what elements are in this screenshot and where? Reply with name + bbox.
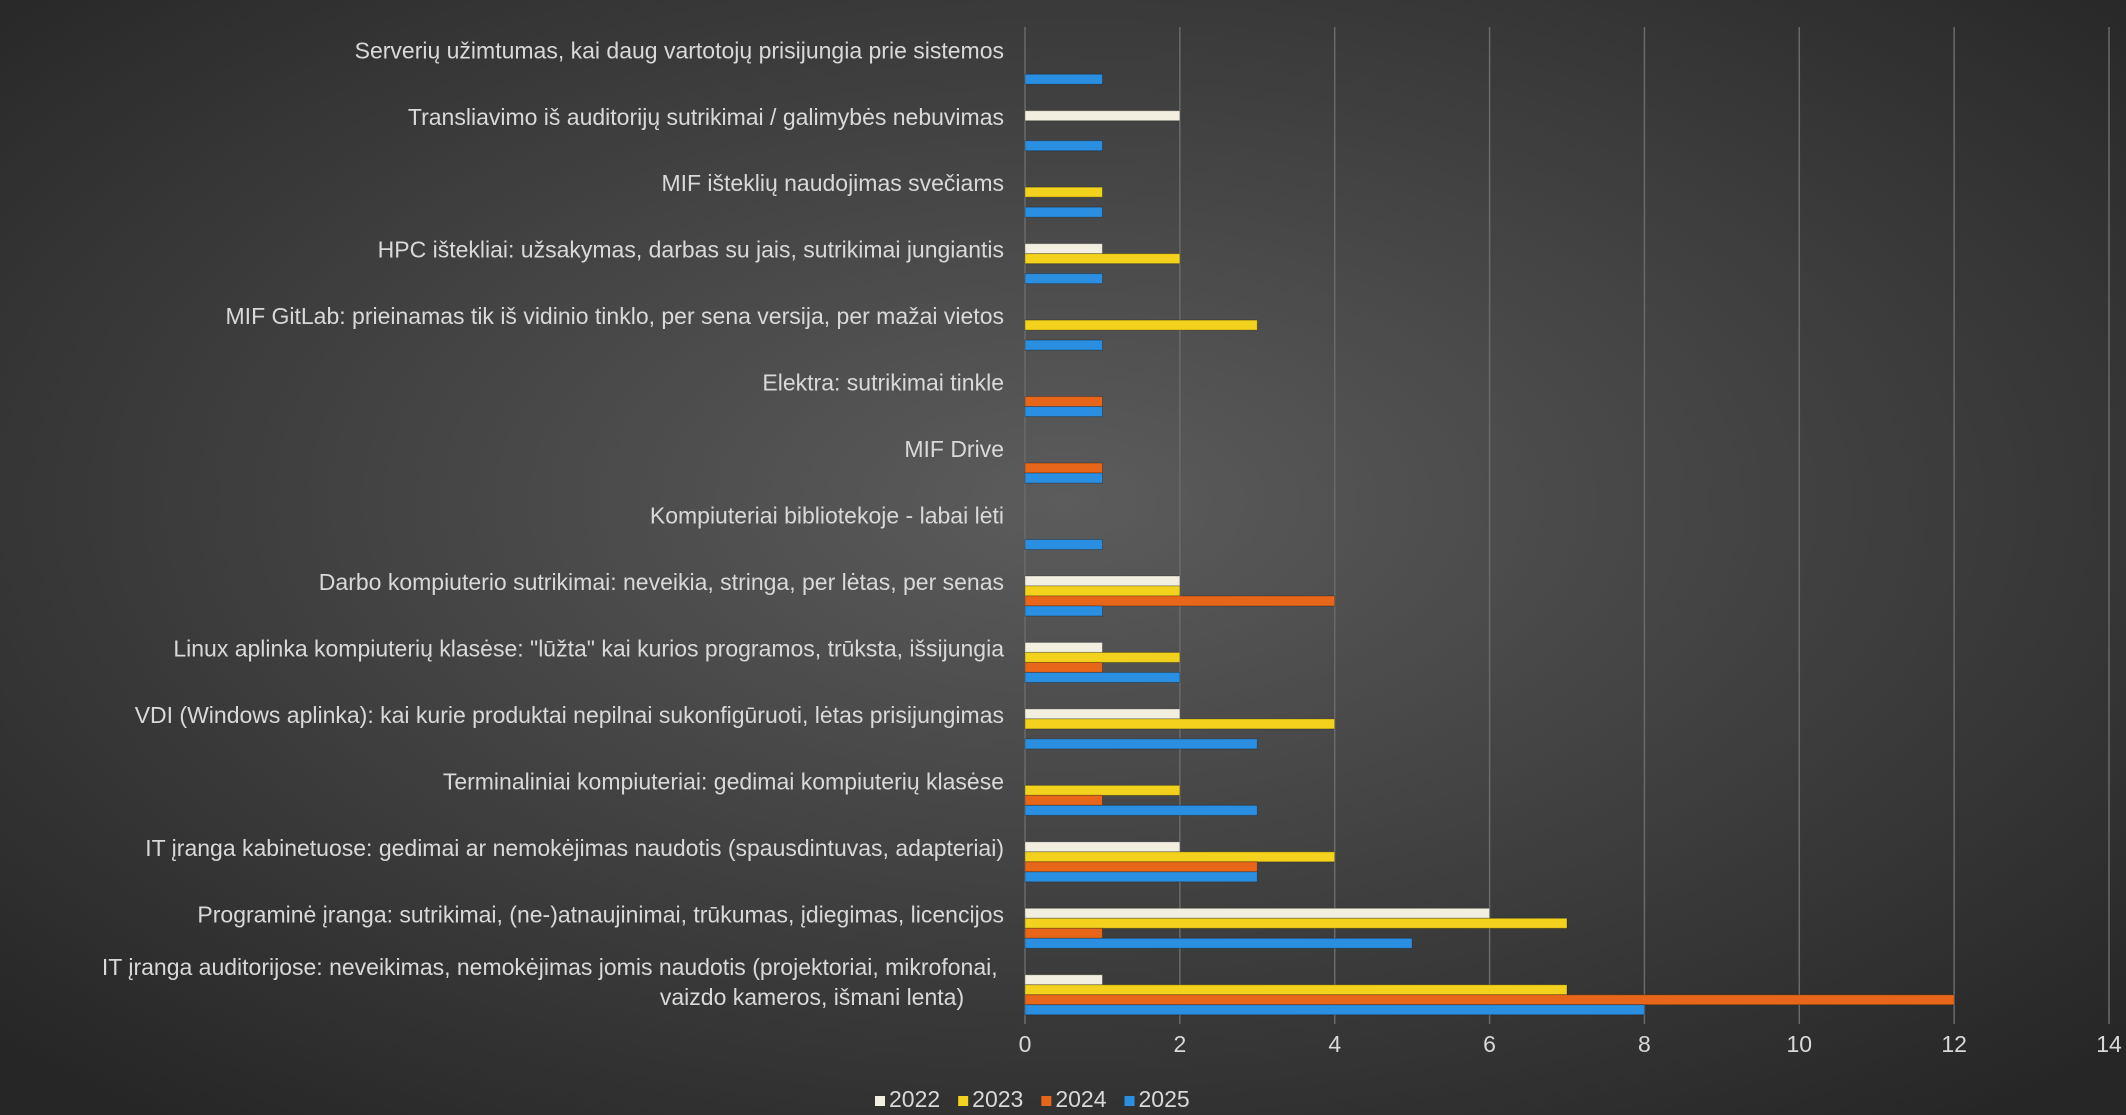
- bar: [1024, 539, 1103, 550]
- bar: [1024, 718, 1336, 730]
- bar: [1024, 396, 1103, 408]
- bar: [1024, 851, 1336, 863]
- bar: [1024, 585, 1181, 597]
- bar: [1024, 472, 1103, 484]
- bar: [1024, 651, 1181, 663]
- y-tick-label: Serverių užimtumas, kai daug vartotojų p…: [355, 37, 1004, 63]
- bar: [1024, 917, 1568, 929]
- bar: [1024, 140, 1103, 152]
- y-tick-label: Terminaliniai kompiuteriai: gedimai komp…: [443, 768, 1004, 794]
- legend-label: 2025: [1139, 1086, 1190, 1112]
- bar: [1024, 671, 1181, 683]
- x-tick-label: 6: [1483, 1031, 1496, 1057]
- x-tick-label: 0: [1019, 1031, 1032, 1057]
- bar: [1024, 406, 1103, 418]
- bar: [1024, 784, 1181, 796]
- x-tick-label: 2: [1173, 1031, 1186, 1057]
- bar: [1024, 841, 1181, 853]
- y-tick-label: HPC ištekliai: užsakymas, darbas su jais…: [378, 237, 1004, 263]
- y-tick-label: Transliavimo iš auditorijų sutrikimai / …: [408, 104, 1004, 130]
- y-tick-label: MIF išteklių naudojimas svečiams: [661, 170, 1004, 196]
- legend-swatch: [875, 1096, 885, 1106]
- legend-label: 2023: [972, 1086, 1023, 1112]
- bar: [1024, 273, 1103, 285]
- bar: [1024, 1004, 1645, 1016]
- bar: [1024, 339, 1103, 351]
- x-tick-label: 14: [2096, 1031, 2122, 1057]
- label-line: vaizdo kameros, išmani lenta): [660, 984, 964, 1010]
- bar: [1024, 243, 1103, 255]
- legend-label: 2024: [1055, 1086, 1106, 1112]
- x-tick-label: 12: [1941, 1031, 1967, 1057]
- legend-swatch: [958, 1096, 969, 1106]
- bar: [1024, 984, 1568, 996]
- bar: [1024, 861, 1258, 873]
- label-line: IT įranga auditorijose: neveikimas, nemo…: [102, 954, 1004, 980]
- bar: [1024, 462, 1103, 474]
- y-tick-label: Darbo kompiuterio sutrikimai: neveikia, …: [319, 569, 1004, 595]
- bar: [1024, 661, 1103, 673]
- bar: [1024, 708, 1181, 720]
- x-tick-label: 4: [1328, 1031, 1341, 1057]
- bar: [1024, 319, 1258, 331]
- bar: [1024, 937, 1413, 949]
- y-tick-label: MIF Drive: [904, 436, 1004, 462]
- y-tick-label: IT įranga auditorijose: neveikimas, nemo…: [102, 954, 1004, 1010]
- bar: [1024, 253, 1181, 265]
- bar: [1024, 907, 1491, 919]
- y-tick-label: Linux aplinka kompiuterių klasėse: "lūžt…: [173, 636, 1004, 662]
- bar: [1024, 206, 1103, 218]
- x-tick-label: 8: [1638, 1031, 1651, 1057]
- bar: [1024, 605, 1103, 617]
- bar: [1024, 927, 1103, 939]
- bar: [1024, 575, 1181, 587]
- bar: [1024, 73, 1103, 85]
- y-tick-label: IT įranga kabinetuose: gedimai ar nemokė…: [145, 835, 1004, 861]
- bar: [1024, 595, 1336, 607]
- y-tick-label: MIF GitLab: prieinamas tik iš vidinio ti…: [226, 303, 1004, 329]
- bar: [1024, 641, 1103, 653]
- bar: [1024, 186, 1103, 198]
- bar: [1024, 994, 1955, 1006]
- y-tick-label: Kompiuteriai bibliotekoje - labai lėti: [650, 503, 1004, 529]
- bar: [1024, 974, 1103, 986]
- bar: [1024, 738, 1258, 750]
- legend-swatch: [1041, 1096, 1052, 1106]
- bar: [1024, 871, 1258, 883]
- y-tick-label: Programinė įranga: sutrikimai, (ne-)atna…: [197, 901, 1004, 927]
- bar: [1024, 804, 1258, 816]
- bar: [1024, 794, 1103, 806]
- y-tick-label: Elektra: sutrikimai tinkle: [762, 370, 1004, 396]
- y-tick-label: VDI (Windows aplinka): kai kurie produkt…: [135, 702, 1004, 728]
- bar: [1024, 110, 1181, 122]
- legend-swatch: [1124, 1096, 1135, 1106]
- x-tick-label: 10: [1786, 1031, 1812, 1057]
- legend-label: 2022: [889, 1086, 940, 1112]
